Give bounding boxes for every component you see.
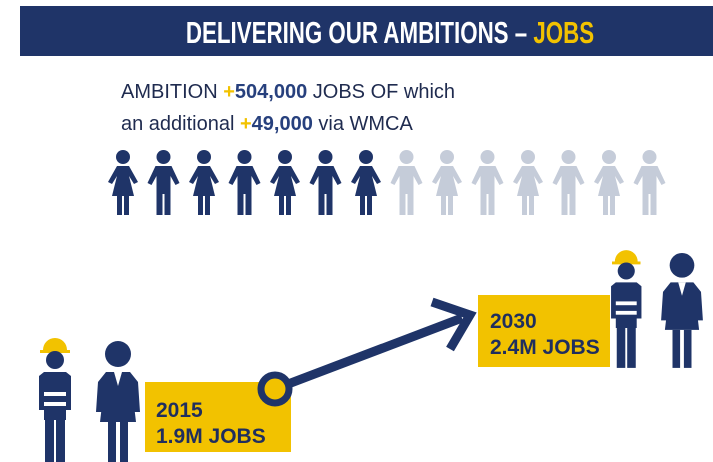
ambition-line: AMBITION +504,000 JOBS OF which	[121, 81, 455, 103]
milestone-year: 2030	[490, 310, 537, 333]
person-icon	[633, 150, 666, 215]
header-band	[20, 6, 713, 56]
person-icon	[390, 150, 423, 215]
woman-icon	[661, 252, 703, 368]
milestone-dot	[257, 371, 293, 407]
person-icon	[552, 150, 585, 215]
person-icon	[351, 150, 381, 215]
milestone-year: 2015	[156, 399, 203, 422]
person-icon	[309, 150, 342, 215]
person-icon	[270, 150, 300, 215]
worker-icon	[611, 250, 642, 368]
person-icon	[594, 150, 624, 215]
ambition-line: an additional +49,000 via WMCA	[121, 113, 414, 135]
person-icon	[471, 150, 504, 215]
milestone-jobs: 2.4M JOBS	[490, 336, 600, 359]
person-icon	[228, 150, 261, 215]
milestone-jobs: 1.9M JOBS	[156, 425, 266, 448]
arrow-head	[430, 297, 477, 352]
worker-icon	[39, 338, 71, 462]
person-icon	[108, 150, 138, 215]
milestone-box	[478, 295, 610, 367]
arrow-line	[273, 313, 464, 394]
people-row	[108, 150, 666, 215]
header-title: DELIVERING OUR AMBITIONS – JOBS	[186, 15, 594, 49]
woman-icon	[96, 341, 140, 462]
person-icon	[432, 150, 462, 215]
person-icon	[189, 150, 219, 215]
person-icon	[513, 150, 543, 215]
person-icon	[147, 150, 180, 215]
